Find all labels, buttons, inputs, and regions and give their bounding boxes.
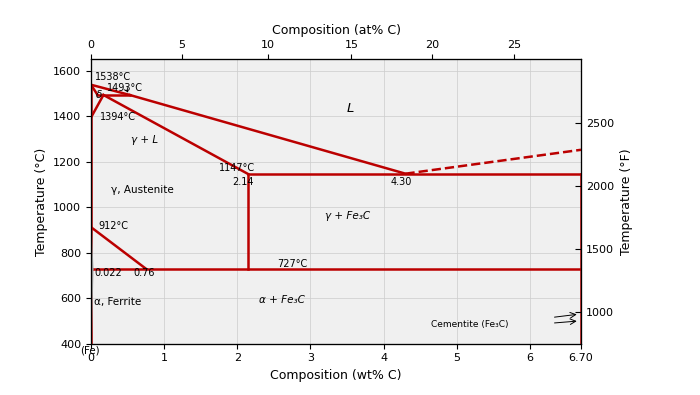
Text: 1394°C: 1394°C <box>100 111 136 122</box>
Text: δ: δ <box>95 90 101 100</box>
Y-axis label: Temperature (°F): Temperature (°F) <box>620 148 633 255</box>
Text: 912°C: 912°C <box>98 221 128 231</box>
Text: 0.022: 0.022 <box>94 268 122 278</box>
Text: L: L <box>347 102 354 115</box>
Y-axis label: Temperature (°C): Temperature (°C) <box>34 147 48 256</box>
Text: γ + L: γ + L <box>131 135 158 145</box>
Text: 1493°C: 1493°C <box>107 83 143 93</box>
Text: 727°C: 727°C <box>277 260 308 269</box>
Text: γ, Austenite: γ, Austenite <box>111 186 174 196</box>
Text: (Fe): (Fe) <box>80 346 99 356</box>
X-axis label: Composition (at% C): Composition (at% C) <box>272 24 400 37</box>
Text: α + Fe₃C: α + Fe₃C <box>259 295 305 305</box>
Text: 2.14: 2.14 <box>232 177 254 187</box>
Text: 4.30: 4.30 <box>391 177 412 187</box>
Text: α, Ferrite: α, Ferrite <box>94 297 141 307</box>
Text: 0.76: 0.76 <box>133 268 155 278</box>
Text: γ + Fe₃C: γ + Fe₃C <box>325 211 370 220</box>
Text: 1147°C: 1147°C <box>219 163 255 173</box>
Text: 1538°C: 1538°C <box>94 72 131 82</box>
X-axis label: Composition (wt% C): Composition (wt% C) <box>270 369 402 382</box>
Text: Cementite (Fe₃C): Cementite (Fe₃C) <box>431 320 509 329</box>
